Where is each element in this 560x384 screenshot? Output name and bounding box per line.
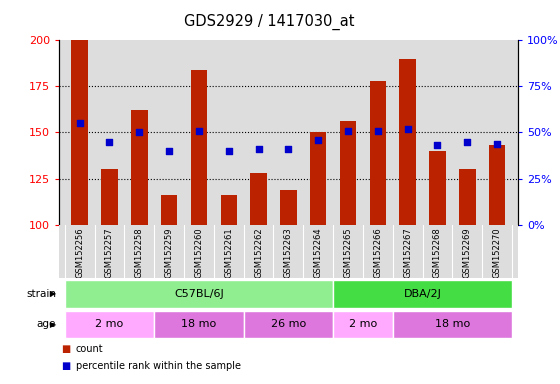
Point <box>75 120 84 126</box>
Bar <box>430 151 446 225</box>
Text: GSM152270: GSM152270 <box>493 227 502 278</box>
Point <box>493 141 502 147</box>
Text: GSM152267: GSM152267 <box>403 227 412 278</box>
Bar <box>333 280 512 308</box>
Bar <box>459 169 475 225</box>
Bar <box>393 311 512 338</box>
Text: age: age <box>36 319 56 329</box>
Point <box>254 146 263 152</box>
Text: 26 mo: 26 mo <box>271 319 306 329</box>
Text: ▶: ▶ <box>41 320 56 329</box>
Bar <box>280 190 297 225</box>
Point <box>374 127 382 134</box>
Point <box>105 139 114 145</box>
Point <box>194 127 203 134</box>
Bar <box>489 146 505 225</box>
Text: 2 mo: 2 mo <box>95 319 124 329</box>
Bar <box>154 311 244 338</box>
Bar <box>65 280 333 308</box>
Point <box>135 129 144 136</box>
Text: GSM152263: GSM152263 <box>284 227 293 278</box>
Text: 18 mo: 18 mo <box>435 319 470 329</box>
Text: count: count <box>76 344 103 354</box>
Text: ■: ■ <box>62 344 71 354</box>
Bar <box>131 110 147 225</box>
Point <box>433 142 442 149</box>
Bar <box>340 121 356 225</box>
Point <box>225 148 234 154</box>
Bar <box>370 81 386 225</box>
Text: ■: ■ <box>62 361 71 371</box>
Bar <box>101 169 118 225</box>
Text: ▶: ▶ <box>34 289 56 298</box>
Text: GSM152257: GSM152257 <box>105 227 114 278</box>
Text: GSM152264: GSM152264 <box>314 227 323 278</box>
Bar <box>72 40 88 225</box>
Text: C57BL/6J: C57BL/6J <box>174 289 224 299</box>
Bar <box>399 59 416 225</box>
Text: DBA/2J: DBA/2J <box>404 289 441 299</box>
Text: GSM152260: GSM152260 <box>194 227 203 278</box>
Text: GSM152266: GSM152266 <box>374 227 382 278</box>
Text: strain: strain <box>26 289 56 299</box>
Bar <box>250 173 267 225</box>
Point <box>284 146 293 152</box>
Point <box>165 148 174 154</box>
Bar <box>65 311 154 338</box>
Point <box>403 126 412 132</box>
Bar <box>244 311 333 338</box>
Text: GSM152261: GSM152261 <box>224 227 234 278</box>
Text: GSM152269: GSM152269 <box>463 227 472 278</box>
Text: GSM152268: GSM152268 <box>433 227 442 278</box>
Text: 2 mo: 2 mo <box>349 319 377 329</box>
Text: 18 mo: 18 mo <box>181 319 217 329</box>
Bar <box>310 132 326 225</box>
Text: GSM152262: GSM152262 <box>254 227 263 278</box>
Bar <box>191 70 207 225</box>
Text: GSM152258: GSM152258 <box>135 227 144 278</box>
Bar <box>161 195 178 225</box>
Bar <box>333 311 393 338</box>
Text: GSM152259: GSM152259 <box>165 227 174 278</box>
Bar <box>221 195 237 225</box>
Point <box>463 139 472 145</box>
Text: GSM152256: GSM152256 <box>75 227 84 278</box>
Text: percentile rank within the sample: percentile rank within the sample <box>76 361 241 371</box>
Text: GSM152265: GSM152265 <box>343 227 353 278</box>
Point <box>343 127 352 134</box>
Text: GDS2929 / 1417030_at: GDS2929 / 1417030_at <box>184 13 354 30</box>
Point <box>314 137 323 143</box>
